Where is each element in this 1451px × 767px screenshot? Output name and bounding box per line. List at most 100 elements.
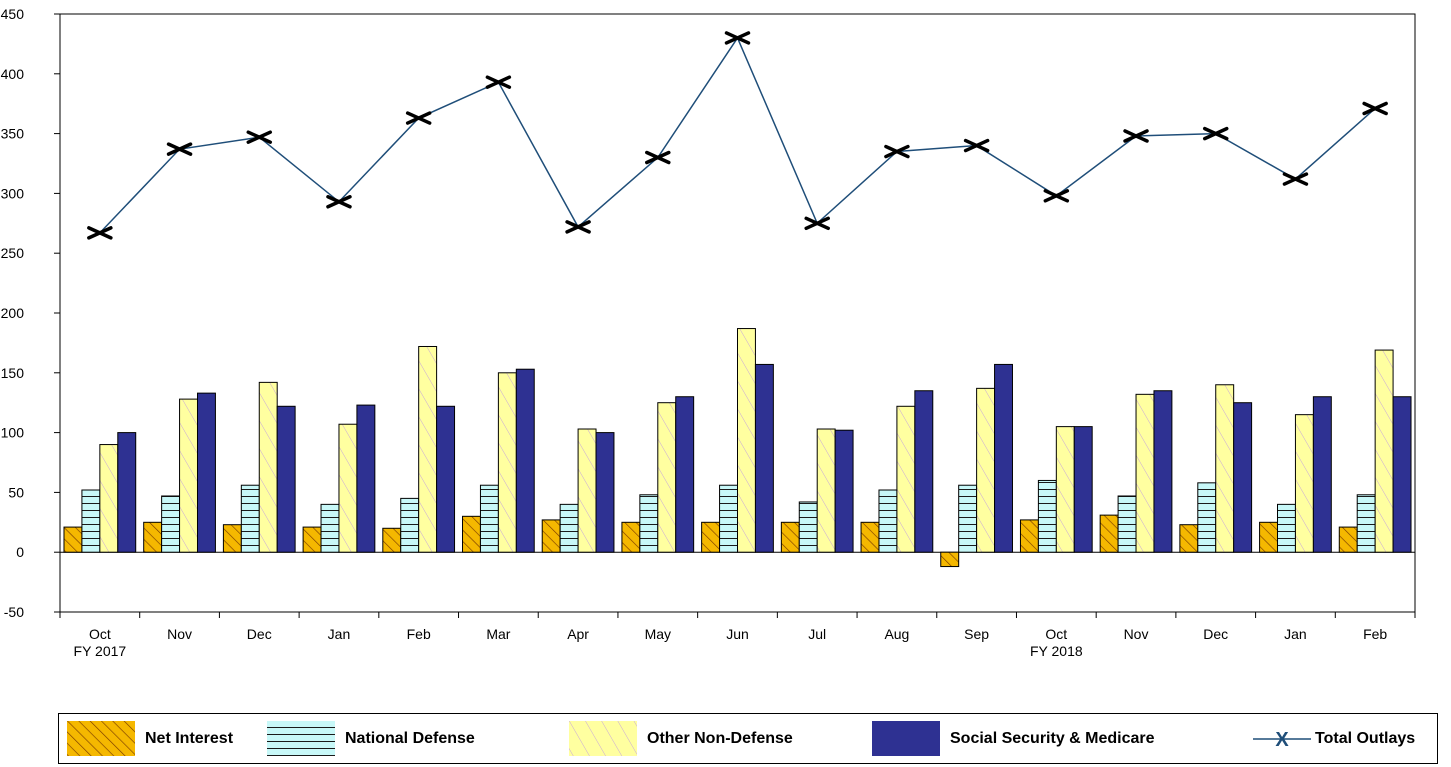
bar-other-non-defense-14 (1215, 384, 1235, 553)
bar-social-security-medicare-5 (515, 368, 535, 553)
x-tick-label-14: Dec (1203, 626, 1228, 642)
x-tick-label-0: Oct (89, 626, 111, 642)
bar-social-security-medicare-2 (276, 405, 296, 553)
total-outlays-point-3 (326, 195, 352, 209)
other-non-defense-swatch-icon (569, 721, 637, 756)
bar-other-non-defense-6 (577, 428, 597, 553)
x-tick-label-9: Jul (808, 626, 826, 642)
bar-national-defense-1 (161, 495, 181, 553)
y-tick-label-5: 200 (1, 305, 25, 321)
bar-national-defense-11 (958, 484, 978, 553)
bar-national-defense-7 (639, 494, 659, 553)
bar-other-non-defense-2 (258, 381, 278, 553)
x-tick-label-1: Nov (167, 626, 192, 642)
x-tick-label-15: Jan (1284, 626, 1307, 642)
bar-national-defense-8 (719, 484, 738, 553)
bar-national-defense-16 (1356, 494, 1376, 553)
bar-social-security-medicare-3 (356, 404, 376, 553)
x-tick-label-12: Oct (1045, 626, 1067, 642)
y-tick-label-8: 350 (1, 126, 25, 142)
y-tick-label-4: 150 (1, 365, 25, 381)
national-defense-swatch-icon (267, 721, 335, 756)
bar-other-non-defense-5 (497, 372, 517, 553)
total-outlays-point-9 (804, 216, 830, 231)
social-security-medicare-swatch-icon (872, 721, 940, 756)
bar-national-defense-12 (1037, 479, 1057, 553)
y-tick-label-6: 250 (1, 245, 25, 261)
bar-other-non-defense-13 (1135, 393, 1155, 553)
bar-national-defense-14 (1197, 482, 1217, 553)
total-outlays-point-10 (884, 144, 910, 159)
total-outlays-point-14 (1202, 126, 1229, 141)
total-outlays-point-4 (405, 111, 432, 125)
bar-net-interest-4 (382, 527, 402, 553)
y-tick-label-9: 400 (1, 66, 25, 82)
bar-other-non-defense-15 (1294, 414, 1314, 553)
x-tick-label-10: Aug (884, 626, 909, 642)
bar-other-non-defense-7 (657, 402, 677, 553)
bar-social-security-medicare-11 (994, 363, 1013, 553)
bar-net-interest-10 (860, 521, 880, 553)
total-outlays-point-13 (1123, 129, 1149, 143)
total-outlays-point-0 (87, 226, 113, 240)
total-outlays-point-7 (645, 150, 671, 165)
bar-national-defense-9 (798, 501, 818, 553)
legend-item-net-interest: Net Interest (67, 714, 233, 763)
bar-social-security-medicare-16 (1392, 396, 1412, 553)
bar-social-security-medicare-14 (1233, 402, 1253, 553)
net-interest-swatch-icon (67, 721, 135, 756)
legend-item-national-defense: National Defense (267, 714, 475, 763)
y-tick-label-1: 0 (16, 544, 24, 560)
bar-net-interest-11 (940, 551, 960, 568)
bar-social-security-medicare-12 (1073, 426, 1093, 553)
bar-national-defense-6 (559, 503, 579, 553)
total-outlays-point-16 (1362, 101, 1388, 116)
bar-net-interest-5 (462, 515, 481, 553)
bar-other-non-defense-11 (976, 387, 996, 553)
bar-other-non-defense-12 (1055, 426, 1075, 553)
x-tick-label-2: Dec (247, 626, 272, 642)
x-tick-label-13: Nov (1124, 626, 1149, 642)
x-tick-label-6: Apr (567, 626, 589, 642)
total-outlays-point-6 (565, 220, 591, 234)
x-tick-label-5: Mar (486, 626, 510, 642)
bar-net-interest-12 (1019, 519, 1039, 553)
total-outlays-point-15 (1282, 172, 1309, 186)
bar-national-defense-15 (1277, 503, 1296, 553)
x-sublabel-0: FY 2017 (74, 643, 127, 659)
bar-national-defense-5 (479, 484, 499, 553)
y-tick-label-0: -50 (4, 604, 24, 620)
bar-social-security-medicare-6 (595, 432, 615, 553)
legend-label-other-non-defense: Other Non-Defense (647, 729, 793, 747)
legend-item-social-security-medicare: Social Security & Medicare (872, 714, 1155, 763)
x-tick-label-8: Jun (726, 626, 749, 642)
bar-other-non-defense-9 (816, 428, 836, 553)
bar-social-security-medicare-10 (914, 390, 934, 553)
total-outlays-line (99, 36, 1376, 234)
bar-net-interest-7 (621, 521, 641, 553)
bar-net-interest-9 (780, 521, 800, 553)
x-tick-label-3: Jan (328, 626, 351, 642)
bar-national-defense-13 (1117, 495, 1137, 553)
bar-national-defense-10 (878, 489, 898, 553)
bar-net-interest-6 (541, 519, 561, 553)
bar-national-defense-0 (81, 489, 101, 553)
bar-other-non-defense-10 (896, 405, 916, 553)
bar-other-non-defense-16 (1374, 349, 1394, 553)
bar-net-interest-13 (1099, 514, 1119, 553)
total-outlays-line-icon: X (1253, 729, 1311, 749)
y-tick-label-2: 50 (8, 484, 24, 500)
y-tick-label-3: 100 (1, 425, 25, 441)
x-tick-label-16: Feb (1363, 626, 1387, 642)
total-outlays-point-2 (246, 130, 273, 144)
legend-item-other-non-defense: Other Non-Defense (569, 714, 793, 763)
bar-social-security-medicare-4 (436, 405, 456, 553)
x-tick-label-11: Sep (964, 626, 989, 642)
bar-social-security-medicare-1 (196, 392, 216, 553)
bar-social-security-medicare-7 (675, 396, 695, 553)
bar-net-interest-0 (63, 526, 83, 553)
bar-social-security-medicare-9 (834, 429, 854, 553)
x-tick-label-4: Feb (407, 626, 431, 642)
total-outlays-point-1 (166, 142, 193, 156)
total-outlays-point-12 (1043, 189, 1070, 203)
